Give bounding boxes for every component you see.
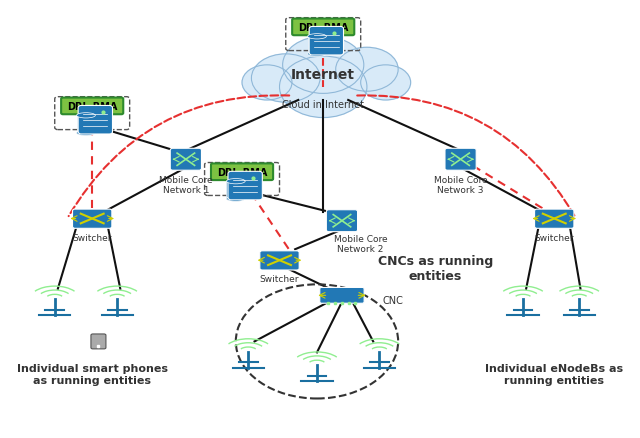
FancyBboxPatch shape: [170, 149, 202, 171]
Text: DRL-RMA: DRL-RMA: [67, 102, 117, 112]
Text: CNCs as running
entities: CNCs as running entities: [378, 254, 493, 282]
Circle shape: [336, 48, 398, 92]
Text: Individual smart phones
as running entities: Individual smart phones as running entit…: [17, 364, 168, 385]
FancyBboxPatch shape: [292, 19, 355, 36]
Text: Internet: Internet: [291, 67, 355, 81]
Bar: [227, 182, 245, 199]
Circle shape: [361, 66, 411, 101]
Text: Mobile Core
Network 1: Mobile Core Network 1: [159, 175, 212, 194]
Ellipse shape: [227, 179, 245, 184]
Ellipse shape: [77, 113, 95, 119]
FancyBboxPatch shape: [228, 172, 262, 201]
FancyBboxPatch shape: [72, 210, 112, 229]
FancyBboxPatch shape: [445, 149, 476, 171]
Ellipse shape: [308, 52, 326, 57]
Text: Cloud in Internet: Cloud in Internet: [282, 100, 364, 110]
Text: CNC: CNC: [383, 295, 403, 305]
Ellipse shape: [227, 197, 245, 202]
Ellipse shape: [77, 131, 95, 136]
Circle shape: [252, 55, 320, 103]
Text: Individual eNodeBs as
running entities: Individual eNodeBs as running entities: [485, 364, 623, 385]
FancyBboxPatch shape: [91, 334, 106, 349]
Text: Mobile Core
Network 2: Mobile Core Network 2: [334, 234, 387, 254]
Bar: [77, 116, 95, 134]
Circle shape: [283, 37, 364, 94]
Bar: [308, 37, 326, 55]
Text: Switcher: Switcher: [72, 233, 112, 242]
Text: Switcher: Switcher: [260, 275, 300, 284]
FancyBboxPatch shape: [326, 210, 358, 232]
FancyBboxPatch shape: [78, 106, 113, 135]
Text: Mobile Core
Network 3: Mobile Core Network 3: [434, 175, 488, 194]
FancyBboxPatch shape: [260, 251, 299, 270]
FancyBboxPatch shape: [534, 210, 574, 229]
FancyBboxPatch shape: [211, 164, 273, 181]
Circle shape: [242, 66, 292, 101]
Circle shape: [280, 57, 367, 118]
Text: Switcher: Switcher: [534, 233, 574, 242]
Text: DRL-RMA: DRL-RMA: [298, 23, 348, 33]
FancyBboxPatch shape: [309, 27, 344, 56]
FancyBboxPatch shape: [320, 288, 364, 304]
FancyBboxPatch shape: [61, 99, 124, 115]
Ellipse shape: [308, 35, 326, 40]
Text: DRL-RMA: DRL-RMA: [217, 167, 268, 177]
